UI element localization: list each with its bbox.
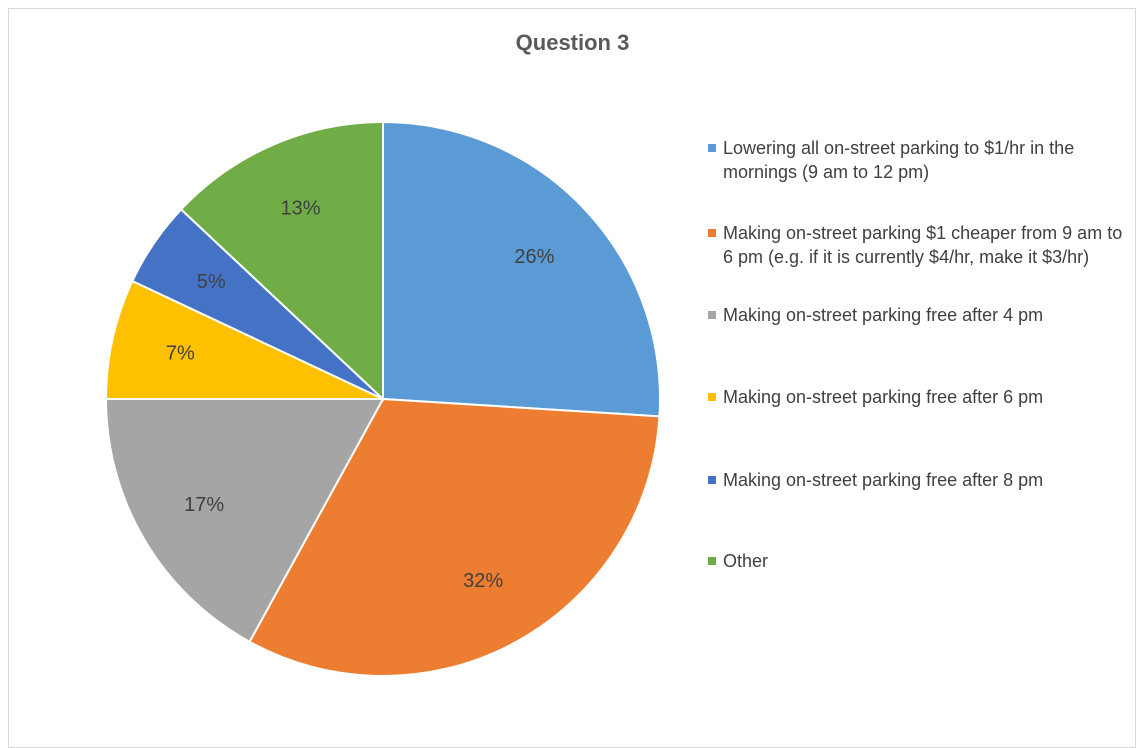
pie-slice-free-after-4pm [104,398,385,644]
legend-swatch-2 [708,229,716,237]
data-label-other: 13% [280,197,320,219]
legend-label-6: Other [723,551,769,571]
legend-swatch-4 [708,393,716,401]
legend-item-1: Lowering all on-street parking to $1/hr … [708,136,1128,184]
legend-item-2: Making on-street parking $1 cheaper from… [708,221,1128,269]
legend-item-3: Making on-street parking free after 4 pm [708,303,1128,327]
data-label-free-after-4pm: 17% [184,494,224,516]
legend-label-4: Making on-street parking free after 6 pm [723,387,1044,407]
legend-swatch-3 [708,311,716,319]
legend-item-5: Making on-street parking free after 8 pm [708,468,1128,492]
legend-label-2: Making on-street parking $1 cheaper from… [723,223,1123,267]
legend-label-3: Making on-street parking free after 4 pm [723,305,1044,325]
legend-item-6: Other [708,549,1128,573]
data-label-free-after-6pm: 7% [166,343,195,365]
chart-title: Question 3 [515,30,630,55]
legend-swatch-5 [708,476,716,484]
legend-swatch-1 [708,144,716,152]
pie-slice-free-after-6pm [104,279,384,400]
pie-slice-other [179,120,384,402]
legend-label-1: Lowering all on-street parking to $1/hr … [723,138,1075,182]
pie-slice-mornings [382,120,661,418]
data-label-cheaper: 32% [463,570,503,592]
data-label-free-after-8pm: 5% [197,271,226,293]
data-label-mornings: 26% [514,246,554,268]
pie-slice-cheaper [248,397,661,677]
legend-swatch-6 [708,557,716,565]
legend-item-4: Making on-street parking free after 6 pm [708,385,1128,409]
legend-label-5: Making on-street parking free after 8 pm [723,470,1044,490]
